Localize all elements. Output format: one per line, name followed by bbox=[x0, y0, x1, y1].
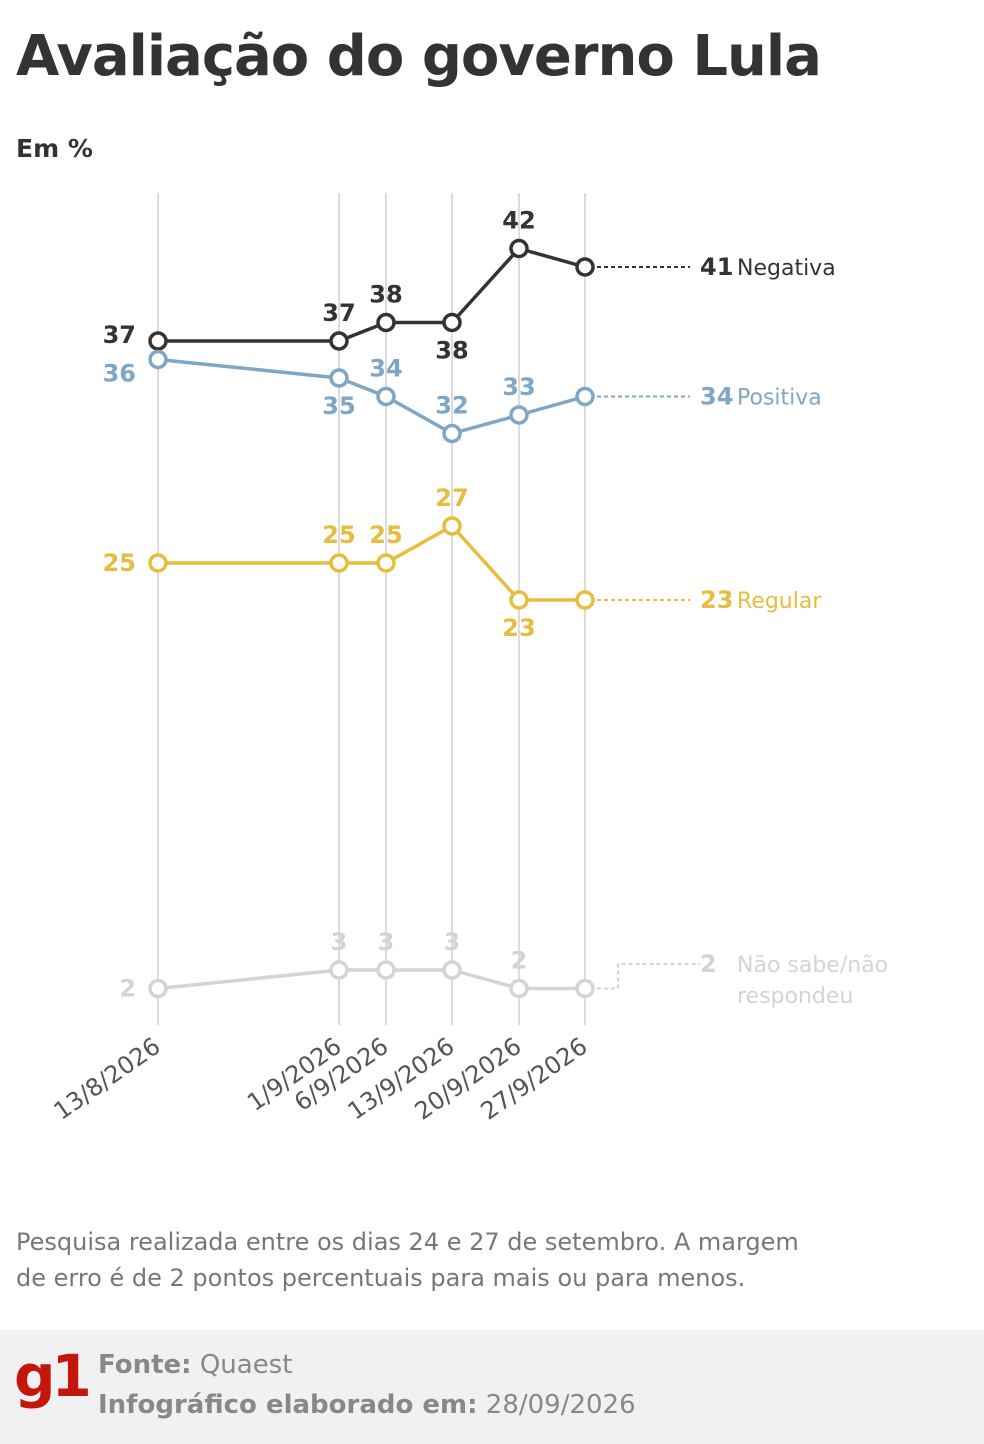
end-connector-não bbox=[597, 963, 700, 990]
data-point-não bbox=[148, 978, 168, 999]
x-tick-label: 13/8/2026 bbox=[49, 1032, 166, 1126]
series-line-regular bbox=[158, 524, 585, 602]
made-value: 28/09/2026 bbox=[485, 1390, 636, 1420]
data-point-positiva bbox=[509, 405, 529, 425]
data-label-positiva: 35 bbox=[322, 392, 355, 420]
source-line: Fonte: Quaest bbox=[98, 1350, 292, 1380]
data-point-regular bbox=[329, 553, 349, 573]
survey-note: Pesquisa realizada entre os dias 24 e 27… bbox=[16, 1228, 799, 1292]
data-label-não: 2 bbox=[511, 947, 528, 975]
end-label-name-2-não: respondeu bbox=[737, 984, 853, 1009]
data-point-regular bbox=[442, 516, 462, 536]
data-label-não: 3 bbox=[331, 928, 348, 956]
data-label-regular: 27 bbox=[435, 484, 468, 512]
data-label-positiva: 34 bbox=[369, 355, 402, 383]
data-label-regular: 25 bbox=[322, 521, 355, 549]
data-label-regular: 25 bbox=[369, 521, 402, 549]
data-point-não bbox=[376, 960, 396, 980]
end-label-value-regular: 23 bbox=[700, 586, 733, 614]
data-point-regular bbox=[148, 553, 168, 573]
end-label-value-negativa: 41 bbox=[700, 253, 733, 281]
data-point-negativa bbox=[376, 312, 396, 333]
made-line: Infográfico elaborado em: 28/09/2026 bbox=[98, 1390, 636, 1420]
data-label-negativa: 38 bbox=[435, 337, 468, 365]
data-point-regular bbox=[376, 553, 396, 573]
data-point-regular bbox=[575, 590, 595, 610]
data-label-não: 3 bbox=[444, 928, 461, 956]
data-label-negativa: 38 bbox=[369, 281, 402, 309]
data-label-positiva: 33 bbox=[502, 373, 535, 401]
data-point-negativa bbox=[148, 331, 168, 351]
data-point-positiva bbox=[329, 368, 349, 388]
line-chart: 13/8/2026 1/9/20266/9/202613/9/202620/9/2… bbox=[49, 193, 888, 1126]
data-point-não bbox=[442, 960, 462, 980]
end-label-value-não: 2 bbox=[700, 950, 717, 978]
source-label: Fonte: bbox=[98, 1350, 192, 1380]
end-label-name-não: Não sabe/não bbox=[737, 953, 888, 978]
data-point-negativa bbox=[509, 238, 529, 259]
data-point-negativa bbox=[329, 331, 349, 351]
data-point-positiva bbox=[148, 349, 168, 370]
data-point-não bbox=[575, 978, 595, 999]
data-label-não: 3 bbox=[378, 928, 395, 956]
data-label-negativa: 42 bbox=[502, 207, 535, 235]
data-label-regular: 23 bbox=[502, 614, 535, 642]
data-label-positiva: 36 bbox=[103, 360, 136, 388]
data-point-positiva bbox=[376, 386, 396, 407]
series-line-negativa bbox=[158, 246, 586, 343]
data-point-não bbox=[329, 960, 349, 980]
data-point-não bbox=[509, 978, 529, 999]
end-label-name-positiva: Positiva bbox=[737, 386, 822, 411]
data-point-positiva bbox=[442, 423, 462, 444]
made-label: Infográfico elaborado em: bbox=[98, 1390, 478, 1420]
chart-title: Avaliação do governo Lula bbox=[16, 24, 822, 89]
end-label-name-regular: Regular bbox=[737, 589, 822, 614]
data-label-negativa: 37 bbox=[322, 299, 355, 327]
end-label-value-positiva: 34 bbox=[700, 383, 733, 411]
data-point-positiva bbox=[575, 386, 595, 407]
data-point-negativa bbox=[442, 312, 462, 333]
g1-logo: g1 bbox=[14, 1342, 92, 1410]
footer: g1 Fonte: Quaest Infográfico elaborado e… bbox=[0, 1330, 984, 1444]
data-point-negativa bbox=[575, 257, 595, 277]
series-line-não bbox=[157, 968, 585, 991]
source-value: Quaest bbox=[199, 1350, 293, 1380]
data-point-regular bbox=[509, 590, 529, 610]
data-label-regular: 25 bbox=[103, 549, 136, 577]
chart-subtitle: Em % bbox=[16, 134, 93, 163]
series-line-positiva bbox=[157, 357, 586, 436]
data-label-não: 2 bbox=[119, 975, 136, 1003]
end-label-name-negativa: Negativa bbox=[737, 256, 836, 281]
data-label-negativa: 37 bbox=[103, 321, 136, 349]
data-label-positiva: 32 bbox=[435, 392, 468, 420]
